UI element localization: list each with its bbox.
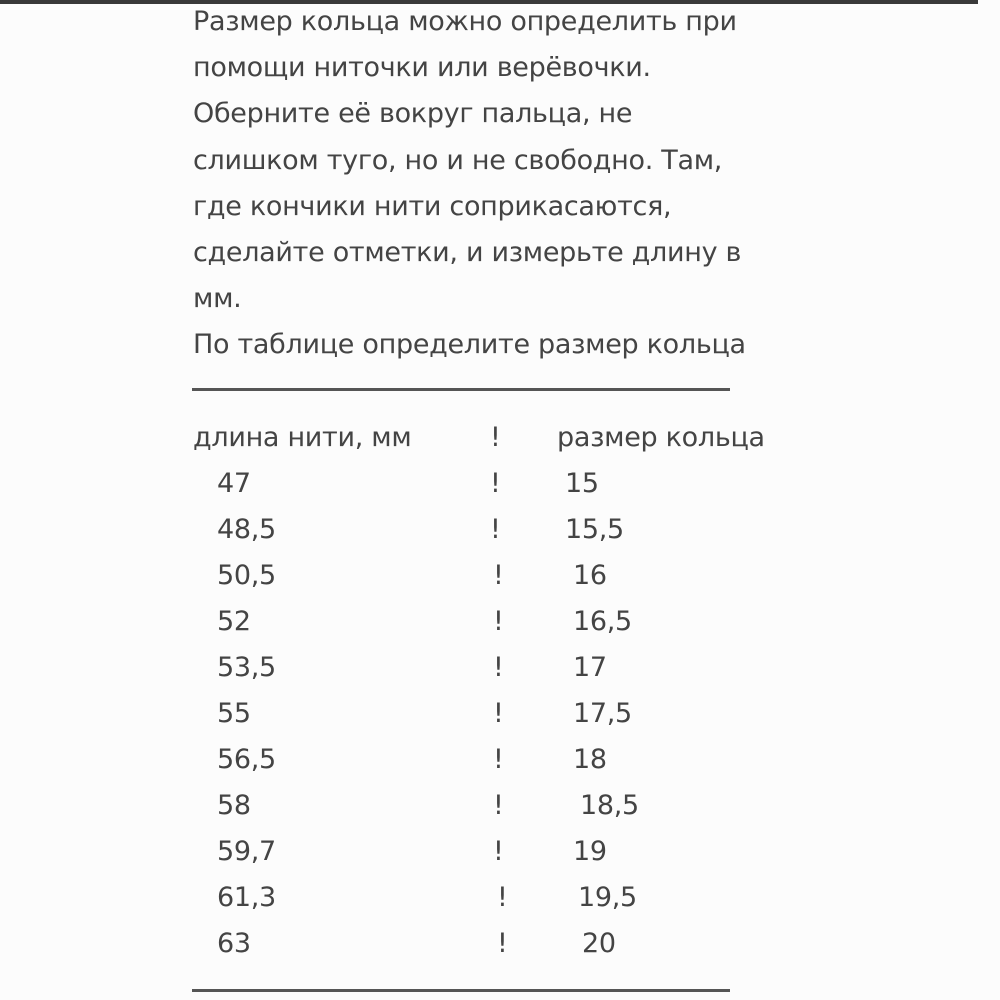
table-cell-separator: ! [493, 698, 504, 729]
table-cell-size: 16,5 [573, 606, 632, 637]
table-cell-size: 16 [573, 560, 607, 591]
table-cell-length: 53,5 [217, 652, 276, 683]
table-cell-separator: ! [497, 882, 508, 913]
table-cell-length: 50,5 [217, 560, 276, 591]
table-cell-separator: ! [493, 652, 504, 683]
table-cell-separator: ! [490, 514, 501, 545]
table-cell-size: 18 [573, 744, 607, 775]
table-cell-length: 52 [217, 606, 251, 637]
intro-line: По таблице определите размер кольца [193, 329, 746, 361]
intro-line: помощи ниточки или верёвочки. [193, 52, 651, 84]
table-cell-separator: ! [493, 836, 504, 867]
table-header-size: размер кольца [557, 422, 765, 453]
table-cell-separator: ! [493, 744, 504, 775]
table-cell-size: 19 [573, 836, 607, 867]
table-cell-length: 63 [217, 928, 251, 959]
table-cell-size: 19,5 [578, 882, 637, 913]
table-cell-size: 17,5 [573, 698, 632, 729]
table-cell-length: 59,7 [217, 836, 276, 867]
intro-line: слишком туго, но и не свободно. Там, [193, 144, 723, 176]
intro-line: мм. [193, 283, 242, 315]
intro-line: где кончики нити соприкасаются, [193, 190, 672, 222]
table-cell-separator: ! [493, 790, 504, 821]
table-header-separator: ! [490, 422, 501, 453]
table-cell-size: 15,5 [565, 514, 624, 545]
table-cell-size: 20 [582, 928, 616, 959]
table-cell-length: 55 [217, 698, 251, 729]
divider-bottom [192, 989, 730, 992]
intro-line: Размер кольца можно определить при [193, 6, 737, 37]
intro-line: Оберните её вокруг пальца, не [193, 98, 633, 130]
table-cell-separator: ! [497, 928, 508, 959]
table-cell-length: 56,5 [217, 744, 276, 775]
table-cell-size: 15 [565, 468, 599, 499]
table-header-length: длина нити, мм [193, 422, 412, 453]
table-cell-separator: ! [493, 560, 504, 591]
divider-top [192, 388, 730, 391]
table-cell-size: 17 [573, 652, 607, 683]
table-cell-length: 48,5 [217, 514, 276, 545]
table-cell-size: 18,5 [580, 790, 639, 821]
table-cell-separator: ! [493, 606, 504, 637]
table-cell-length: 47 [217, 468, 251, 499]
intro-line: сделайте отметки, и измерьте длину в [193, 237, 742, 268]
table-cell-separator: ! [490, 468, 501, 499]
table-cell-length: 61,3 [217, 882, 276, 913]
top-border [0, 0, 978, 4]
table-cell-length: 58 [217, 790, 251, 821]
